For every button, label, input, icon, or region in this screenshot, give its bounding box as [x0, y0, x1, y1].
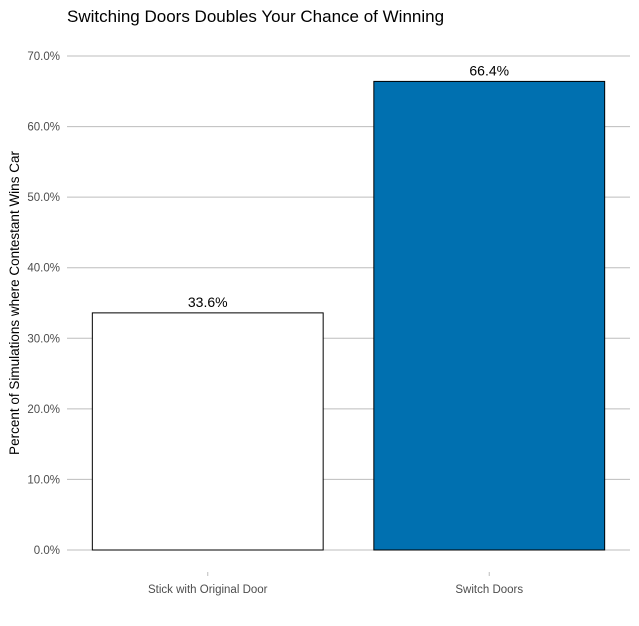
y-tick-label: 50.0%: [27, 192, 60, 204]
data-label: 33.6%: [188, 294, 228, 310]
data-labels: 33.6% 66.4%: [188, 62, 509, 309]
y-tick-label: 30.0%: [27, 333, 60, 345]
x-axis-ticks: Stick with Original Door Switch Doors: [148, 572, 523, 596]
y-tick-label: 60.0%: [27, 122, 60, 134]
y-tick-label: 0.0%: [34, 545, 60, 557]
y-tick-label: 10.0%: [27, 474, 60, 486]
data-label: 66.4%: [469, 62, 509, 78]
bar: [373, 80, 606, 551]
y-tick-label: 20.0%: [27, 404, 60, 416]
y-tick-label: 40.0%: [27, 263, 60, 275]
x-tick-label: Stick with Original Door: [148, 584, 268, 596]
x-tick-label: Switch Doors: [455, 584, 523, 596]
y-tick-label: 70.0%: [27, 51, 60, 63]
chart-title: Switching Doors Doubles Your Chance of W…: [67, 7, 444, 26]
bar: [91, 312, 324, 551]
y-axis-ticks: 0.0% 10.0% 20.0% 30.0% 40.0% 50.0% 60.0% 70.0%: [27, 51, 60, 557]
y-axis-title: Percent of Simulations where Contestant …: [7, 151, 22, 455]
bars: [91, 80, 606, 551]
